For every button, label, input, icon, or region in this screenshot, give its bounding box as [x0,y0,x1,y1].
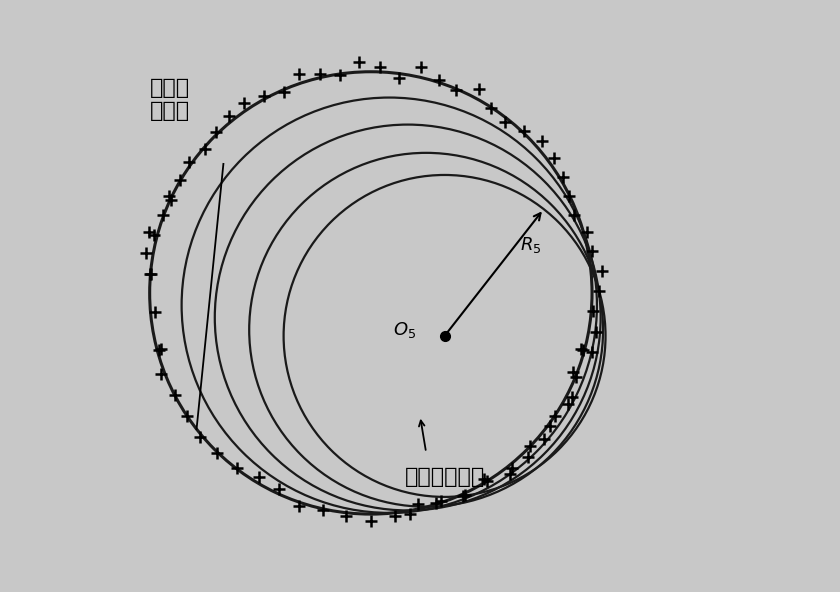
Text: 第五次拟合圆: 第五次拟合圆 [404,467,485,487]
Text: $O_5$: $O_5$ [393,320,416,340]
Text: $R_5$: $R_5$ [520,235,541,255]
Text: 第一次
拟合圆: 第一次 拟合圆 [150,78,190,121]
